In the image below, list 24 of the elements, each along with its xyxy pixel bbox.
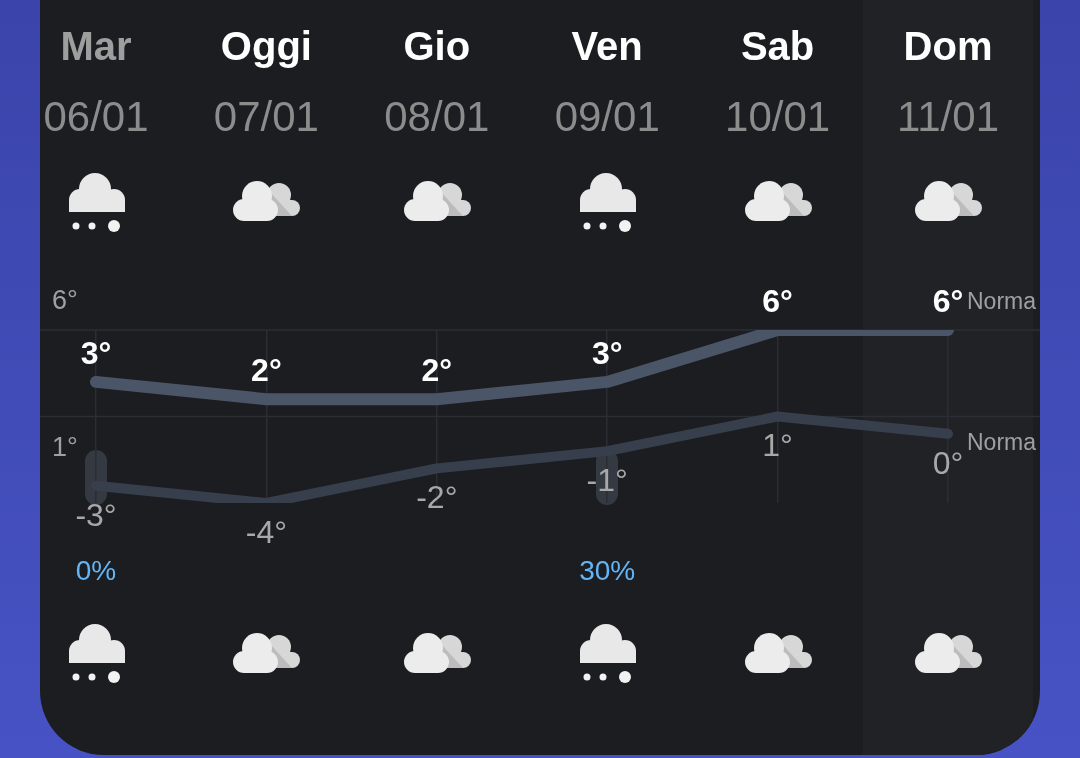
data-label: 1° xyxy=(762,427,793,464)
data-label: 0° xyxy=(932,444,964,481)
x-tick-label: Mar 06/01 xyxy=(43,24,149,140)
data-label: 3° xyxy=(80,334,112,371)
data-label: 3° xyxy=(591,334,623,371)
text: 0% xyxy=(75,554,117,586)
annotation: 1° xyxy=(52,431,78,462)
x-tick-label: Oggi 07/01 xyxy=(213,24,319,140)
data-label: 6° xyxy=(932,282,964,319)
x-tick-label: Sab 10/01 xyxy=(725,24,831,140)
annotation: 6° xyxy=(52,285,78,316)
ref-line-label: Norma xyxy=(966,428,1037,455)
data-label: -3° xyxy=(75,496,117,533)
data-label: 2° xyxy=(251,352,282,389)
x-tick-label: Dom 11/01 xyxy=(897,24,999,140)
x-tick-label: Ven 09/01 xyxy=(554,24,660,140)
data-label: -4° xyxy=(245,513,288,550)
data-label: -1° xyxy=(586,461,628,498)
ref-line-label: Norma xyxy=(966,288,1037,315)
data-label: 2° xyxy=(421,352,453,389)
text: 30% xyxy=(579,554,636,586)
x-tick-label: Gio 08/01 xyxy=(384,24,490,140)
data-label: 6° xyxy=(762,282,793,319)
data-label: -2° xyxy=(416,479,458,516)
